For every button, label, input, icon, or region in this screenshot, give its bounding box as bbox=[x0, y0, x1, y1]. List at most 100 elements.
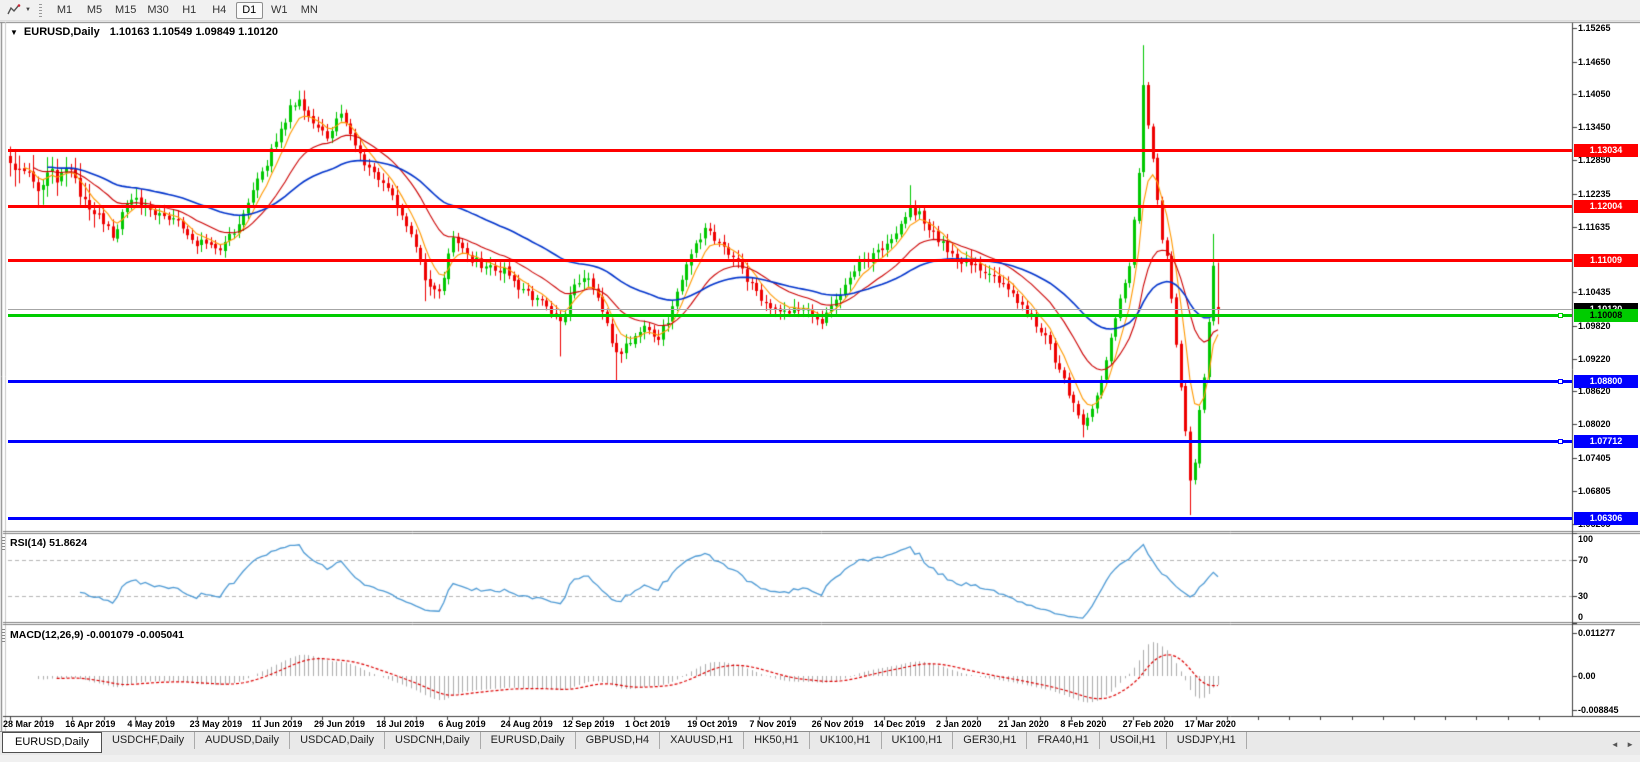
price-level-label: 1.12004 bbox=[1574, 199, 1638, 213]
time-axis-label: 29 Jun 2019 bbox=[314, 719, 366, 729]
panel-splitter-grip[interactable] bbox=[2, 537, 5, 551]
time-axis-label: 23 May 2019 bbox=[189, 719, 243, 729]
time-axis-label: 21 Jan 2020 bbox=[998, 719, 1049, 729]
horizontal-resistance-line[interactable] bbox=[8, 204, 1572, 208]
time-axis-label: 2 Jan 2020 bbox=[936, 719, 982, 729]
time-axis-label: 12 Sep 2019 bbox=[562, 719, 615, 729]
horizontal-support-line[interactable] bbox=[8, 314, 1572, 318]
top-toolbar: ▼ M1 M5 M15 M30 H1 H4 D1 W1 MN bbox=[0, 0, 1640, 21]
rsi-axis-tick: 30 bbox=[1578, 591, 1589, 601]
price-axis-tick: 1.14050 bbox=[1578, 89, 1611, 100]
chart-tab-XAUUSD-H1[interactable]: XAUUSD,H1 bbox=[660, 732, 745, 749]
chart-tab-EURUSD-Daily[interactable]: EURUSD,Daily bbox=[481, 732, 576, 749]
chart-symbol-period: EURUSD,Daily bbox=[23, 26, 100, 38]
timeframe-button-D1[interactable]: D1 bbox=[235, 1, 263, 19]
timeframe-button-M5[interactable]: M5 bbox=[86, 3, 103, 16]
chart-tab-UK100-H1[interactable]: UK100,H1 bbox=[810, 732, 882, 749]
tab-scroll-arrows: ◄ ► bbox=[1606, 740, 1634, 749]
chart-tab-FRA40-H1[interactable]: FRA40,H1 bbox=[1027, 732, 1100, 749]
chart-tabs: EURUSD,Daily USDCHF,Daily AUDUSD,Daily USDC… bbox=[2, 732, 1247, 755]
price-axis-tick: 1.06805 bbox=[1578, 485, 1611, 496]
time-axis-label: 4 May 2019 bbox=[127, 719, 175, 729]
timeframe-button-W1[interactable]: W1 bbox=[271, 3, 288, 16]
time-axis-label: 1 Oct 2019 bbox=[625, 719, 671, 729]
macd-axis-tick: -0.008845 bbox=[1578, 704, 1619, 715]
chart-tab-USOil-H1[interactable]: USOil,H1 bbox=[1100, 732, 1167, 749]
macd-axis-tick: 0.011277 bbox=[1578, 628, 1616, 638]
price-axis-tick: 1.14650 bbox=[1578, 56, 1611, 67]
price-axis-tick: 1.13450 bbox=[1578, 122, 1611, 133]
rsi-value: 51.8624 bbox=[49, 537, 88, 549]
chart-title: ▼ EURUSD,Daily 1.10163 1.10549 1.09849 1.1… bbox=[10, 26, 278, 38]
line-handle[interactable] bbox=[1558, 313, 1563, 319]
chart-tab-AUDUSD-Daily[interactable]: AUDUSD,Daily bbox=[195, 732, 291, 749]
horizontal-support-line[interactable] bbox=[8, 439, 1572, 443]
price-level-label: 1.08800 bbox=[1574, 375, 1638, 389]
time-axis-label: 16 Apr 2019 bbox=[65, 719, 116, 729]
tab-scroll-left-button[interactable]: ◄ bbox=[1610, 740, 1619, 749]
chart-tab-UK100-H1[interactable]: UK100,H1 bbox=[882, 732, 954, 749]
time-axis-label: 27 Feb 2020 bbox=[1122, 719, 1174, 729]
time-axis-label: 11 Jun 2019 bbox=[251, 719, 303, 729]
horizontal-support-line[interactable] bbox=[8, 380, 1572, 384]
panel-splitter-grip[interactable] bbox=[2, 629, 5, 643]
line-handle[interactable] bbox=[1558, 438, 1563, 444]
timeframe-button-M15[interactable]: M15 bbox=[114, 3, 137, 16]
price-axis-tick: 1.12850 bbox=[1578, 155, 1611, 166]
toolbar-grip bbox=[38, 3, 42, 17]
time-axis-label: 28 Mar 2019 bbox=[3, 719, 55, 729]
chart-type-dropdown-icon[interactable]: ▼ bbox=[25, 7, 31, 13]
price-level-label: 1.07712 bbox=[1574, 434, 1638, 448]
macd-values: -0.001079 -0.005041 bbox=[86, 629, 184, 641]
line-handle[interactable] bbox=[1558, 379, 1563, 385]
time-axis-label: 6 Aug 2019 bbox=[438, 719, 486, 729]
timeframe-button-H4[interactable]: H4 bbox=[212, 3, 227, 16]
horizontal-support-line[interactable] bbox=[8, 516, 1572, 520]
price-axis-tick: 1.09220 bbox=[1578, 353, 1611, 364]
timeframe-button-M1[interactable]: M1 bbox=[56, 3, 73, 16]
chart-tab-GER30-H1[interactable]: GER30,H1 bbox=[953, 732, 1028, 749]
price-level-label: 1.11009 bbox=[1574, 254, 1638, 268]
tab-scroll-right-button[interactable]: ► bbox=[1626, 740, 1634, 749]
rsi-name: RSI(14) bbox=[10, 537, 47, 549]
horizontal-resistance-line[interactable] bbox=[8, 259, 1572, 263]
price-level-label: 1.10008 bbox=[1574, 309, 1638, 323]
price-axis-tick: 1.08620 bbox=[1578, 386, 1611, 397]
rsi-axis-tick: 70 bbox=[1578, 555, 1589, 565]
price-level-label: 1.06306 bbox=[1574, 511, 1638, 525]
chart-tab-EURUSD-Daily[interactable]: EURUSD,Daily bbox=[2, 732, 102, 753]
collapse-triangle-icon[interactable]: ▼ bbox=[10, 28, 18, 37]
time-axis-label: 24 Aug 2019 bbox=[500, 719, 553, 729]
price-axis-tick: 1.11635 bbox=[1578, 221, 1611, 232]
time-axis-label: 17 Mar 2020 bbox=[1184, 719, 1236, 729]
horizontal-resistance-line[interactable] bbox=[8, 148, 1572, 152]
timeframe-button-H1[interactable]: H1 bbox=[182, 3, 197, 16]
macd-indicator-label: MACD(12,26,9) -0.001079 -0.005041 bbox=[10, 629, 184, 641]
chart-tab-USDCAD-Daily[interactable]: USDCAD,Daily bbox=[290, 732, 386, 749]
time-axis-label: 19 Oct 2019 bbox=[687, 719, 738, 729]
macd-name: MACD(12,26,9) bbox=[10, 629, 84, 641]
time-axis-label: 7 Nov 2019 bbox=[749, 719, 797, 729]
macd-axis-tick: 0.00 bbox=[1578, 671, 1596, 681]
time-axis-label: 18 Jul 2019 bbox=[376, 719, 425, 729]
chart-tab-GBPUSD-H4[interactable]: GBPUSD,H4 bbox=[576, 732, 661, 749]
chart-tab-USDCNH-Daily[interactable]: USDCNH,Daily bbox=[385, 732, 481, 749]
chart-tab-HK50-H1[interactable]: HK50,H1 bbox=[744, 732, 810, 749]
price-axis-tick: 1.15265 bbox=[1578, 22, 1611, 33]
chart-tab-USDCHF-Daily[interactable]: USDCHF,Daily bbox=[102, 732, 196, 749]
price-axis-tick: 1.07405 bbox=[1578, 452, 1611, 463]
price-axis-tick: 1.08020 bbox=[1578, 419, 1611, 430]
time-axis-label: 26 Nov 2019 bbox=[811, 719, 864, 729]
timeframe-button-MN[interactable]: MN bbox=[300, 3, 318, 16]
current-price-line bbox=[8, 309, 1572, 311]
price-axis-tick: 1.12235 bbox=[1578, 188, 1611, 199]
price-axis-tick: 1.10435 bbox=[1578, 287, 1611, 298]
time-axis-label: 14 Dec 2019 bbox=[873, 719, 926, 729]
chart-ohlc-values: 1.10163 1.10549 1.09849 1.10120 bbox=[109, 26, 278, 38]
timeframe-button-M30[interactable]: M30 bbox=[147, 3, 169, 16]
chart-type-icon[interactable] bbox=[5, 3, 23, 18]
price-axis-tick: 1.09820 bbox=[1578, 320, 1611, 331]
chart-tab-USDJPY-H1[interactable]: USDJPY,H1 bbox=[1167, 732, 1247, 749]
rsi-indicator-label: RSI(14) 51.8624 bbox=[10, 537, 87, 549]
time-axis-label: 8 Feb 2020 bbox=[1060, 719, 1107, 729]
